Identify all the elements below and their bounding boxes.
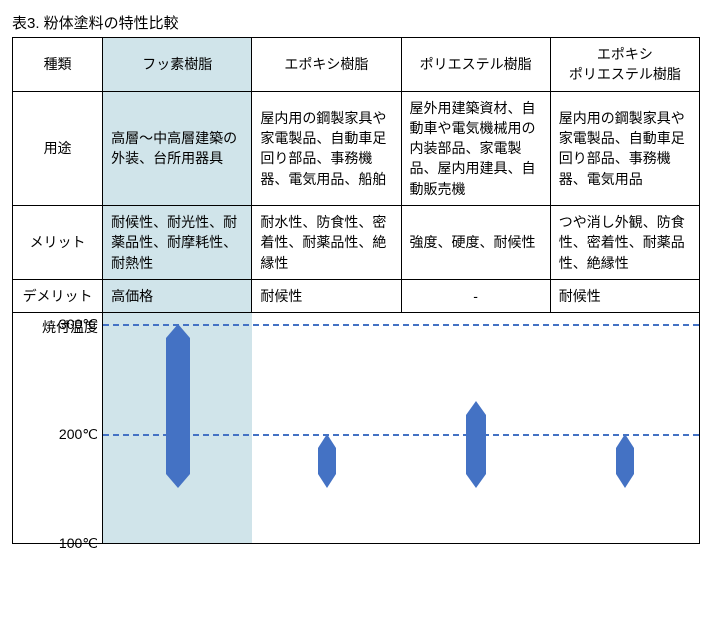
rowhead-usage: 用途	[13, 91, 103, 205]
axis-tick: 100℃	[59, 533, 98, 553]
baking-temp-chart: 焼付温度 300℃200℃100℃	[13, 313, 700, 544]
chart-y-axis: 焼付温度 300℃200℃100℃	[13, 313, 103, 543]
row-usage: 用途 高層～中高層建築の外装、台所用器具 屋内用の鋼製家具や家電製品、自動車足回…	[13, 91, 700, 205]
row-demerit: デメリット 高価格 耐候性 - 耐候性	[13, 279, 700, 312]
comparison-table: 種類 フッ素樹脂 エポキシ樹脂 ポリエステル樹脂 エポキシポリエステル樹脂 用途…	[12, 37, 700, 544]
cell-merit-2: 強度、硬度、耐候性	[401, 206, 550, 280]
col-header-0: フッ素樹脂	[103, 38, 252, 92]
cell-demerit-3: 耐候性	[550, 279, 699, 312]
table-title: 表3. 粉体塗料の特性比較	[12, 12, 700, 33]
cell-merit-1: 耐水性、防食性、密着性、耐薬品性、絶縁性	[252, 206, 401, 280]
cell-usage-3: 屋内用の鋼製家具や家電製品、自動車足回り部品、事務機器、電気用品	[550, 91, 699, 205]
axis-tick: 300℃	[59, 314, 98, 334]
header-kind: 種類	[13, 38, 103, 92]
gridline	[103, 434, 699, 436]
cell-demerit-2: -	[401, 279, 550, 312]
cell-merit-0: 耐候性、耐光性、耐薬品性、耐摩耗性、耐熱性	[103, 206, 252, 280]
gridline	[103, 324, 699, 326]
range-bar	[318, 448, 336, 475]
row-chart: 焼付温度 300℃200℃100℃	[13, 313, 700, 544]
row-merit: メリット 耐候性、耐光性、耐薬品性、耐摩耗性、耐熱性 耐水性、防食性、密着性、耐…	[13, 206, 700, 280]
cell-demerit-1: 耐候性	[252, 279, 401, 312]
rowhead-merit: メリット	[13, 206, 103, 280]
col-header-1: エポキシ樹脂	[252, 38, 401, 92]
range-bar	[166, 338, 190, 474]
range-bar	[616, 448, 634, 475]
cell-usage-1: 屋内用の鋼製家具や家電製品、自動車足回り部品、事務機器、電気用品、船舶	[252, 91, 401, 205]
range-bar	[466, 415, 486, 475]
cell-usage-0: 高層～中高層建築の外装、台所用器具	[103, 91, 252, 205]
cell-usage-2: 屋外用建築資材、自動車や電気機械用の内装部品、家電製品、屋内用建具、自動販売機	[401, 91, 550, 205]
cell-demerit-0: 高価格	[103, 279, 252, 312]
header-row: 種類 フッ素樹脂 エポキシ樹脂 ポリエステル樹脂 エポキシポリエステル樹脂	[13, 38, 700, 92]
col-header-3: エポキシポリエステル樹脂	[550, 38, 699, 92]
rowhead-demerit: デメリット	[13, 279, 103, 312]
cell-merit-3: つや消し外観、防食性、密着性、耐薬品性、絶縁性	[550, 206, 699, 280]
col-header-2: ポリエステル樹脂	[401, 38, 550, 92]
chart-plot-area	[103, 313, 699, 543]
axis-tick: 200℃	[59, 424, 98, 444]
